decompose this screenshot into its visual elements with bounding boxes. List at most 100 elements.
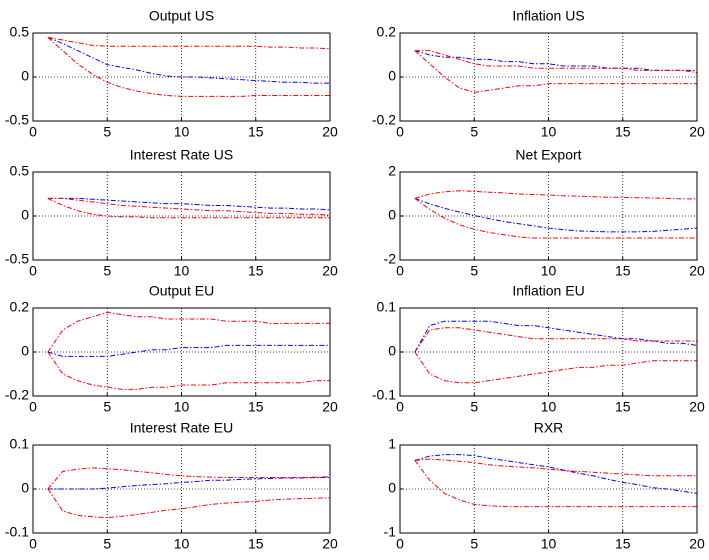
series-line xyxy=(414,197,698,233)
y-tick-label: -0.2 xyxy=(372,112,396,128)
y-tick-label: 0.1 xyxy=(10,436,30,452)
series-line xyxy=(414,197,697,239)
plot-border xyxy=(399,444,698,534)
y-tick-label: -0.5 xyxy=(5,251,29,267)
x-tick-label: 0 xyxy=(29,124,37,140)
x-tick-label: 20 xyxy=(689,124,705,140)
series-line xyxy=(414,458,697,477)
y-tick-label: -0.1 xyxy=(372,387,396,403)
series-line xyxy=(414,454,698,494)
series-line xyxy=(414,320,698,353)
x-tick-label: 10 xyxy=(174,536,190,552)
x-tick-label: 0 xyxy=(396,536,404,552)
x-tick-label: 15 xyxy=(615,399,631,415)
x-tick-label: 0 xyxy=(396,263,404,279)
x-tick-label: 0 xyxy=(29,536,37,552)
series-line xyxy=(47,197,331,211)
x-tick-label: 20 xyxy=(322,399,338,415)
plot-border xyxy=(399,307,698,397)
x-tick-label: 5 xyxy=(103,263,111,279)
x-tick-label: 5 xyxy=(470,124,478,140)
chart-title: Output EU xyxy=(149,283,214,299)
series-line xyxy=(414,351,697,384)
y-tick-label: 0.5 xyxy=(10,24,30,40)
series-line xyxy=(47,36,331,50)
y-tick-label: -0.5 xyxy=(5,112,29,128)
x-tick-label: 20 xyxy=(322,263,338,279)
plot-border xyxy=(32,307,331,397)
x-tick-label: 0 xyxy=(29,399,37,415)
chart-title: Output US xyxy=(149,8,214,24)
x-tick-label: 15 xyxy=(248,124,264,140)
plot-area xyxy=(32,171,331,261)
x-tick-label: 5 xyxy=(103,536,111,552)
series-line xyxy=(414,460,697,508)
y-tick-label: 0 xyxy=(21,343,29,359)
x-tick-label: 5 xyxy=(470,536,478,552)
x-tick-label: 15 xyxy=(615,124,631,140)
x-tick-label: 5 xyxy=(470,399,478,415)
x-tick-label: 10 xyxy=(541,399,557,415)
x-tick-label: 15 xyxy=(248,536,264,552)
x-tick-label: 20 xyxy=(689,263,705,279)
plot-border xyxy=(399,171,698,261)
y-tick-label: -0.1 xyxy=(5,524,29,540)
x-tick-label: 20 xyxy=(689,399,705,415)
x-tick-label: 20 xyxy=(322,124,338,140)
y-tick-label: 0 xyxy=(388,343,396,359)
y-tick-label: 0 xyxy=(388,207,396,223)
chart-title: Inflation US xyxy=(512,8,584,24)
plot-area xyxy=(399,171,698,261)
plot-area xyxy=(32,307,331,397)
series-line xyxy=(47,197,330,219)
chart-title: Interest Rate EU xyxy=(130,420,234,436)
y-tick-label: 0 xyxy=(21,480,29,496)
plot-border xyxy=(399,32,698,122)
series-line xyxy=(47,37,330,97)
plot-area xyxy=(399,444,698,534)
y-tick-label: 0 xyxy=(388,68,396,84)
plot-area xyxy=(399,32,698,122)
y-tick-label: 2 xyxy=(388,163,396,179)
chart-title: Inflation EU xyxy=(512,283,584,299)
y-tick-label: 0.2 xyxy=(10,299,30,315)
x-tick-label: 10 xyxy=(541,263,557,279)
series-line xyxy=(414,50,697,93)
x-tick-label: 10 xyxy=(174,124,190,140)
x-tick-label: 15 xyxy=(615,263,631,279)
plot-border xyxy=(32,32,331,122)
chart-title: Net Export xyxy=(515,147,581,163)
x-tick-label: 0 xyxy=(396,124,404,140)
y-tick-label: -2 xyxy=(384,251,397,267)
x-tick-label: 15 xyxy=(615,536,631,552)
series-line xyxy=(47,36,330,84)
series-line xyxy=(47,351,330,390)
y-tick-label: 0.2 xyxy=(377,24,397,40)
x-tick-label: 5 xyxy=(103,124,111,140)
x-tick-label: 5 xyxy=(103,399,111,415)
y-tick-label: -0.2 xyxy=(5,387,29,403)
x-tick-label: 10 xyxy=(541,124,557,140)
y-tick-label: -1 xyxy=(384,524,397,540)
x-tick-label: 10 xyxy=(174,399,190,415)
x-tick-label: 20 xyxy=(689,536,705,552)
x-tick-label: 15 xyxy=(248,263,264,279)
y-tick-label: 0 xyxy=(388,480,396,496)
x-tick-label: 0 xyxy=(29,263,37,279)
y-tick-label: 0 xyxy=(21,68,29,84)
series-line xyxy=(47,477,330,490)
y-tick-label: 0.5 xyxy=(10,163,30,179)
series-line xyxy=(47,488,331,519)
series-line xyxy=(47,467,331,490)
y-tick-label: 1 xyxy=(388,436,396,452)
chart-title: Interest Rate US xyxy=(130,147,234,163)
series-line xyxy=(47,197,331,216)
x-tick-label: 5 xyxy=(470,263,478,279)
x-tick-label: 0 xyxy=(396,399,404,415)
plot-border xyxy=(32,171,331,261)
plot-area xyxy=(399,307,698,397)
chart-title: RXR xyxy=(534,420,564,436)
x-tick-label: 10 xyxy=(541,536,557,552)
x-tick-label: 10 xyxy=(174,263,190,279)
